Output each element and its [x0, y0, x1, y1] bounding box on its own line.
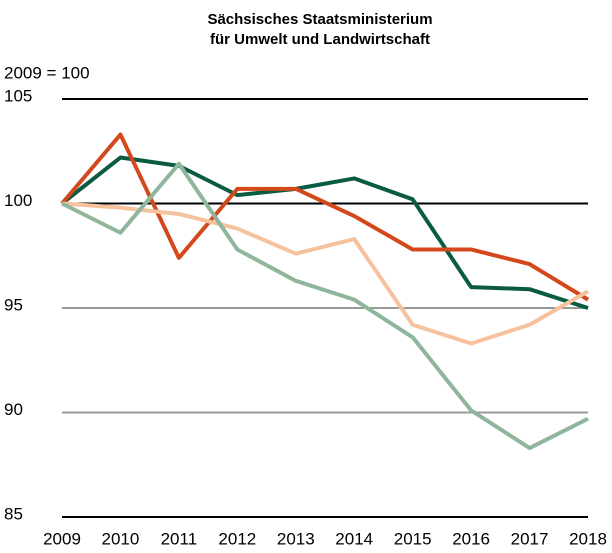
chart-title: für Umwelt und Landwirtschaft [210, 31, 430, 48]
y-axis-label: 2009 = 100 [4, 63, 90, 82]
y-tick-label: 90 [4, 400, 23, 419]
chart-title: Sächsisches Staatsministerium [207, 11, 432, 28]
x-tick-label: 2012 [218, 529, 256, 548]
x-tick-label: 2010 [102, 529, 140, 548]
x-tick-label: 2011 [161, 529, 198, 548]
x-tick-label: 2015 [394, 529, 432, 548]
x-tick-label: 2014 [335, 529, 373, 548]
y-tick-label: 105 [4, 86, 32, 105]
line-series [60, 155, 589, 310]
x-tick-label: 2016 [452, 529, 490, 548]
x-tick-label: 2018 [569, 529, 607, 548]
x-tick-label: 2013 [277, 529, 315, 548]
line-series [61, 161, 589, 451]
y-tick-label: 100 [4, 191, 32, 210]
x-tick-label: 2017 [511, 529, 549, 548]
y-tick-label: 85 [4, 504, 23, 523]
y-tick-label: 95 [4, 295, 23, 314]
line-series [61, 201, 589, 346]
x-tick-label: 2009 [43, 529, 81, 548]
